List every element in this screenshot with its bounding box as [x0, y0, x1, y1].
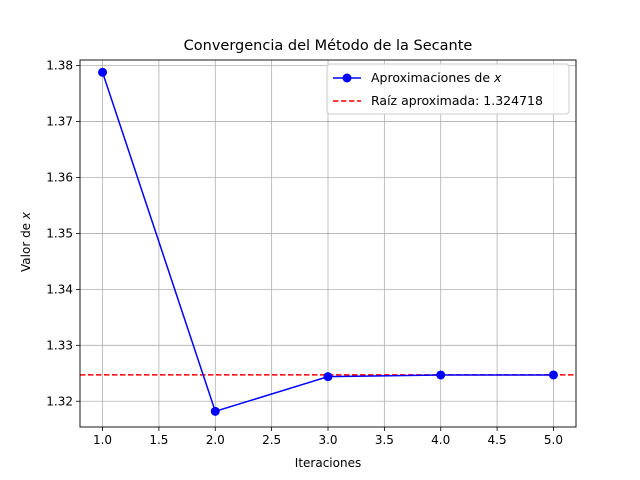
y-tick-label: 1.36: [46, 170, 73, 184]
data-point: [548, 370, 558, 380]
series: [98, 67, 558, 416]
y-tick-label: 1.32: [46, 394, 73, 408]
y-tick-label: 1.35: [46, 226, 73, 240]
legend: Aproximaciones de x Raíz aproximada: 1.3…: [326, 63, 570, 115]
data-point: [210, 406, 220, 416]
x-tick-label: 4.0: [431, 433, 450, 447]
legend-series-label: Aproximaciones de x: [371, 70, 502, 85]
x-tick-label: 1.0: [93, 433, 112, 447]
x-tick-label: 2.5: [262, 433, 281, 447]
x-tick-label: 1.5: [149, 433, 168, 447]
x-axis-ticks: 1.0 1.5 2.0 2.5 3.0 3.5 4.0 4.5 5.0: [93, 427, 563, 447]
legend-box: [326, 63, 570, 115]
x-tick-label: 3.0: [318, 433, 337, 447]
grid: [80, 60, 576, 427]
data-point: [98, 67, 108, 77]
chart-title: Convergencia del Método de la Secante: [184, 38, 473, 54]
legend-reference-label: Raíz aproximada: 1.324718: [371, 93, 543, 108]
y-axis-label: Valor de x: [19, 211, 33, 272]
x-tick-label: 2.0: [206, 433, 225, 447]
y-axis-ticks: 1.32 1.33 1.34 1.35 1.36 1.37 1.38: [46, 59, 80, 408]
y-tick-label: 1.34: [46, 282, 73, 296]
x-tick-label: 4.5: [488, 433, 507, 447]
x-axis-label: Iteraciones: [295, 456, 361, 470]
x-tick-label: 3.5: [375, 433, 394, 447]
y-tick-label: 1.38: [46, 59, 73, 73]
data-point: [323, 372, 333, 382]
x-tick-label: 5.0: [544, 433, 563, 447]
y-tick-label: 1.37: [46, 115, 73, 129]
legend-series-marker: [342, 73, 352, 83]
y-tick-label: 1.33: [46, 338, 73, 352]
data-point: [436, 370, 446, 380]
